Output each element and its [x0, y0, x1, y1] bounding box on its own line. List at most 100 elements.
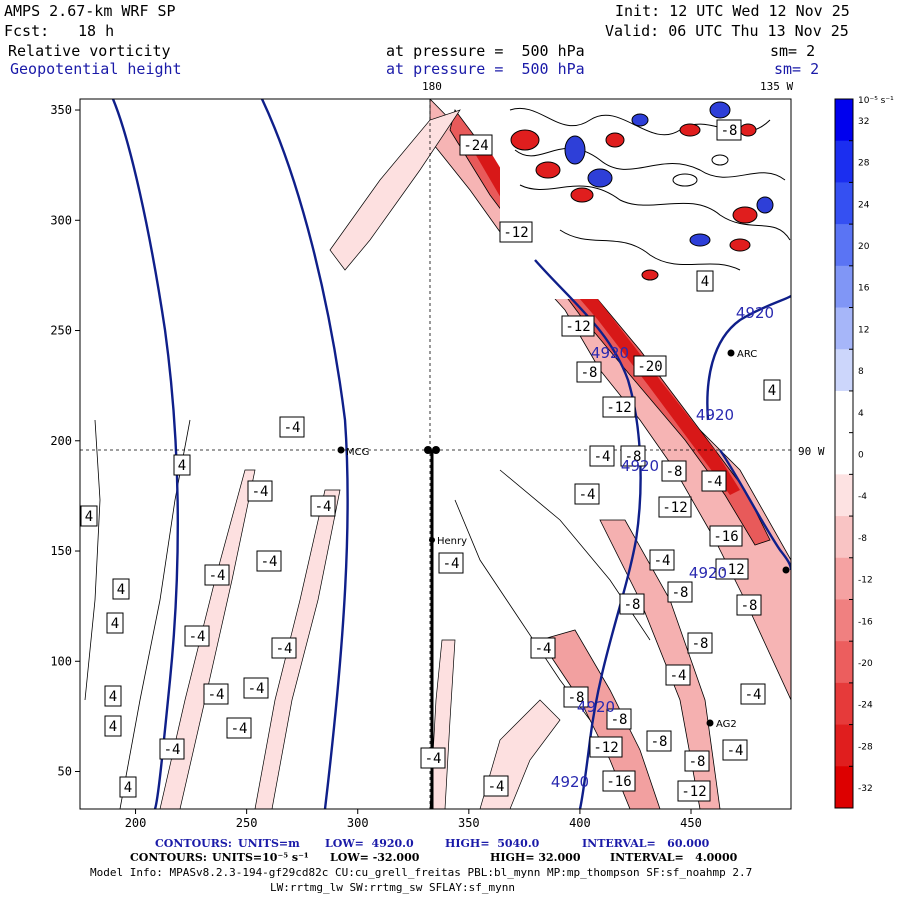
- colorbar-label: 16: [858, 284, 870, 294]
- svg-text:-4: -4: [594, 449, 611, 465]
- svg-text:-4: -4: [209, 568, 226, 584]
- svg-text:-4: -4: [252, 484, 269, 500]
- svg-text:4: 4: [111, 616, 119, 632]
- vorticity-streak: [329, 109, 461, 271]
- field1-smoothing: sm= 2: [770, 42, 816, 60]
- vorticity-label: -8: [687, 632, 713, 654]
- svg-text:-4: -4: [248, 681, 265, 697]
- field2-smoothing: sm= 2: [774, 60, 820, 78]
- colorbar-swatch: [835, 307, 853, 350]
- vorticity-label: -12: [677, 780, 711, 802]
- svg-text:-8: -8: [611, 712, 628, 728]
- colorbar-swatch: [835, 140, 853, 183]
- vorticity-label: -12: [561, 315, 595, 337]
- vorticity-label: -16: [602, 770, 636, 792]
- vorticity-label: -4: [256, 550, 282, 572]
- colorbar-swatch: [835, 349, 853, 392]
- svg-text:-20: -20: [637, 359, 662, 375]
- station-label: MCG: [346, 447, 369, 458]
- svg-text:4: 4: [109, 719, 117, 735]
- svg-text:-8: -8: [651, 734, 668, 750]
- svg-text:-4: -4: [425, 751, 442, 767]
- colorbar-swatch: [835, 432, 853, 475]
- vorticity-label: -4: [310, 495, 336, 517]
- svg-text:4: 4: [109, 689, 117, 705]
- vorticity-label: 4: [696, 270, 714, 292]
- init-time: Init: 12 UTC Wed 12 Nov 25: [615, 2, 850, 20]
- svg-text:-4: -4: [488, 779, 505, 795]
- colorbar-frame: [834, 98, 854, 809]
- contours1-low: LOW= 4920.0: [325, 837, 414, 850]
- svg-text:-8: -8: [666, 464, 683, 480]
- svg-text:-4: -4: [276, 641, 293, 657]
- colorbar-label: -16: [858, 617, 873, 627]
- vorticity-label: -8: [667, 581, 693, 603]
- vorticity-label: -4: [159, 738, 185, 760]
- svg-text:-8: -8: [672, 585, 689, 601]
- vorticity-label: -4: [722, 739, 748, 761]
- station-label: AG2: [716, 719, 737, 730]
- vorticity-label: -4: [184, 625, 210, 647]
- vorticity-contour: [84, 419, 101, 701]
- vorticity-label: -8: [563, 686, 589, 708]
- contours1-interval: INTERVAL= 60.000: [582, 837, 710, 850]
- vorticity-label: -4: [204, 564, 230, 586]
- x-tick-label: 250: [236, 816, 258, 830]
- x-tick-label: 300: [347, 816, 369, 830]
- x-axis: 200 250 300 350 400 450: [125, 809, 702, 830]
- vorticity-label: -4: [649, 549, 675, 571]
- station-arc: ARC: [727, 349, 757, 360]
- x-tick-label: 200: [125, 816, 147, 830]
- vorticity-label: -12: [589, 736, 623, 758]
- field2-name: Geopotential height: [10, 60, 182, 78]
- svg-text:-8: -8: [625, 449, 642, 465]
- svg-text:-8: -8: [741, 598, 758, 614]
- svg-text:-12: -12: [503, 225, 528, 241]
- svg-text:4: 4: [701, 274, 709, 290]
- colorbar-label: 0: [858, 451, 864, 461]
- svg-text:-16: -16: [606, 774, 631, 790]
- colorbar-label: 24: [858, 200, 870, 210]
- field1-level: at pressure = 500 hPa: [386, 42, 585, 60]
- y-tick-label: 50: [58, 765, 72, 779]
- vorticity-label: 4: [112, 578, 130, 600]
- y-tick-label: 300: [50, 213, 72, 227]
- svg-text:-4: -4: [706, 474, 723, 490]
- colorbar-swatch: [835, 474, 853, 517]
- contours2-units: UNITS=10⁻⁵ s⁻¹: [212, 851, 309, 864]
- vorticity-label: -4: [271, 637, 297, 659]
- colorbar-swatch: [835, 724, 853, 767]
- vorticity-label: -4: [701, 470, 727, 492]
- contours1-units: UNITS=m: [238, 837, 300, 850]
- svg-text:4: 4: [178, 458, 186, 474]
- vorticity-label: -4: [574, 483, 600, 505]
- colorbar-label: -12: [858, 576, 873, 586]
- colorbar-label: -8: [858, 534, 867, 544]
- vorticity-label: 4: [119, 776, 137, 798]
- colorbar-swatch: [835, 599, 853, 642]
- svg-text:-8: -8: [581, 365, 598, 381]
- vorticity-label: -8: [646, 730, 672, 752]
- vorticity-label: -8: [736, 594, 762, 616]
- svg-text:-4: -4: [727, 743, 744, 759]
- vorticity-label: -4: [740, 683, 766, 705]
- y-tick-label: 200: [50, 434, 72, 448]
- colorbar-swatch: [835, 224, 853, 267]
- vorticity-label: -8: [576, 361, 602, 383]
- svg-text:-8: -8: [624, 597, 641, 613]
- vorticity-labels: 4444444-4-4-4-4-4-4-4-4-4-4-4-4-4-4-4-4-…: [80, 119, 781, 802]
- vorticity-label: -4: [530, 637, 556, 659]
- valid-time: Valid: 06 UTC Thu 13 Nov 25: [605, 22, 849, 40]
- vorticity-label: -12: [715, 558, 749, 580]
- colorbar-swatch: [835, 766, 853, 809]
- field1-name: Relative vorticity: [8, 42, 171, 60]
- vorticity-label: -4: [665, 664, 691, 686]
- svg-text:-4: -4: [654, 553, 671, 569]
- y-tick-label: 250: [50, 324, 72, 338]
- convective-cluster: [500, 99, 791, 299]
- svg-text:-4: -4: [670, 668, 687, 684]
- vorticity-streak: [254, 489, 341, 809]
- svg-text:-4: -4: [231, 721, 248, 737]
- x-tick-label: 450: [680, 816, 702, 830]
